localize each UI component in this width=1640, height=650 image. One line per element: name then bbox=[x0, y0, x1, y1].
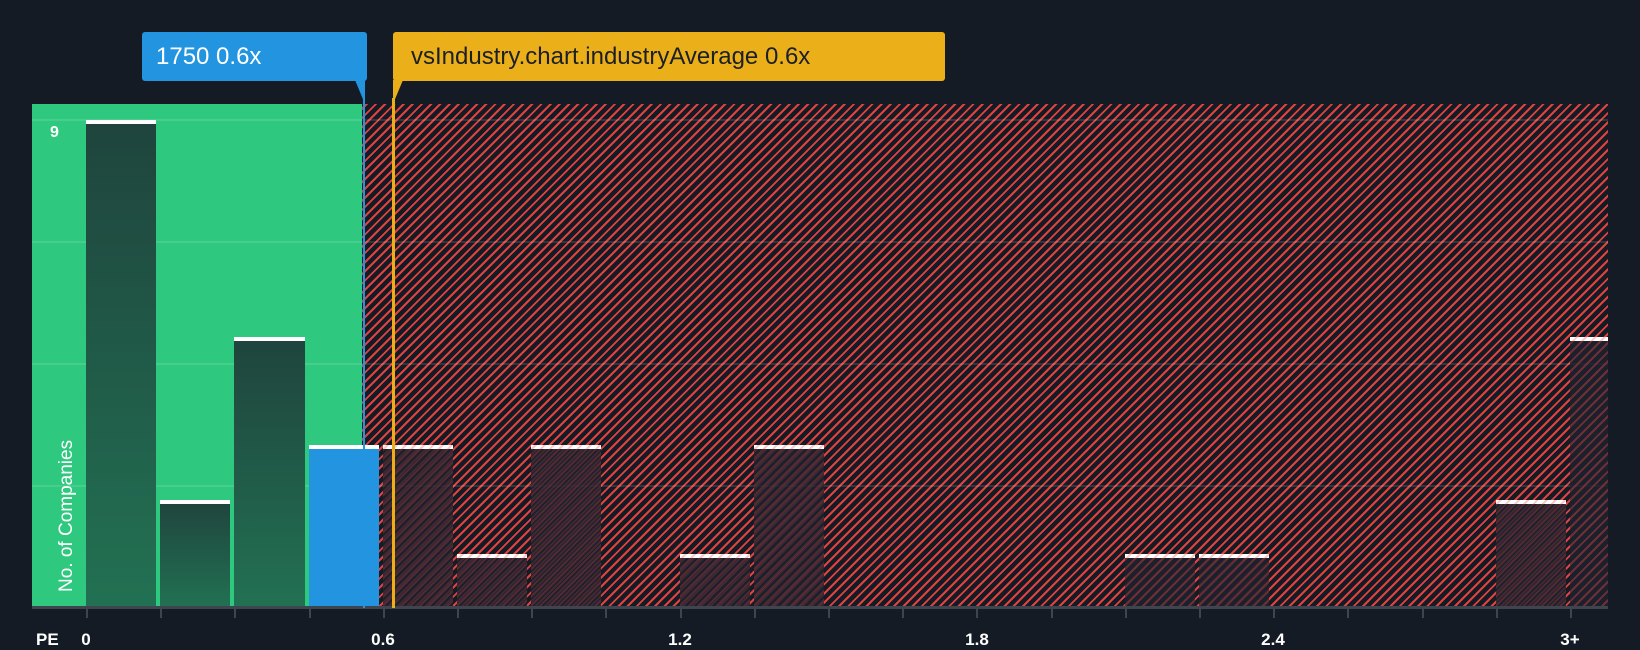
company-callout-pointer bbox=[355, 80, 365, 104]
x-axis-tick bbox=[753, 608, 756, 618]
chart-plot-area bbox=[32, 104, 1608, 608]
x-axis-tick bbox=[1570, 608, 1572, 618]
x-axis-tick bbox=[382, 608, 385, 618]
bar-cap bbox=[86, 120, 157, 125]
bar-cap bbox=[1570, 337, 1608, 341]
industry-average-line bbox=[392, 98, 395, 608]
x-axis-tick bbox=[605, 608, 608, 618]
x-tick-label: 0.6 bbox=[371, 630, 395, 649]
x-axis-tick bbox=[531, 608, 534, 618]
x-axis-tick bbox=[1124, 608, 1127, 618]
histogram-bar bbox=[86, 120, 157, 608]
histogram-bar bbox=[679, 553, 750, 608]
x-axis-tick bbox=[902, 608, 905, 618]
x-axis-tick bbox=[308, 608, 311, 618]
x-axis-tick bbox=[86, 608, 88, 618]
x-axis-tick bbox=[1273, 608, 1276, 618]
x-tick-label: 2.4 bbox=[1261, 630, 1285, 649]
histogram-bar bbox=[1124, 553, 1196, 608]
x-axis-tick bbox=[679, 608, 682, 618]
histogram-bar bbox=[160, 499, 231, 608]
x-axis-title: PE bbox=[36, 630, 59, 649]
bar-cap bbox=[234, 337, 305, 341]
x-axis-tick bbox=[1050, 608, 1053, 618]
x-axis-tick bbox=[1495, 608, 1498, 618]
histogram-bar bbox=[753, 445, 825, 608]
histogram-bar bbox=[457, 553, 528, 608]
bar-cap bbox=[1199, 553, 1270, 558]
bar-cap bbox=[679, 553, 750, 558]
gridline bbox=[32, 363, 1608, 365]
bar-cap bbox=[1495, 499, 1566, 504]
x-axis-tick bbox=[1421, 608, 1424, 618]
histogram-bar bbox=[308, 445, 379, 608]
histogram-bar bbox=[1570, 337, 1608, 608]
histogram-bar bbox=[1495, 499, 1567, 608]
bar-cap bbox=[457, 553, 528, 558]
x-axis-tick bbox=[160, 608, 163, 618]
company-marker-line bbox=[363, 98, 365, 608]
industry-average-callout: vsIndustry.chart.industryAverage 0.6x bbox=[393, 32, 945, 81]
x-axis-line bbox=[32, 606, 1608, 609]
gridline bbox=[32, 241, 1608, 243]
company-pe-callout: 1750 0.6x bbox=[142, 32, 367, 81]
x-axis-tick bbox=[1199, 608, 1201, 618]
x-axis-tick bbox=[976, 608, 979, 618]
industry-callout-pointer bbox=[393, 80, 403, 104]
x-tick-label: 1.8 bbox=[965, 630, 989, 649]
y-axis-max-label: 9 bbox=[50, 124, 59, 141]
x-axis-tick bbox=[828, 608, 830, 618]
histogram-bar bbox=[531, 445, 602, 608]
bar-cap bbox=[160, 499, 231, 504]
gridline bbox=[32, 119, 1608, 121]
bar-cap bbox=[1124, 553, 1195, 558]
x-axis-tick bbox=[1347, 608, 1350, 618]
bar-cap bbox=[531, 445, 602, 450]
bar-cap bbox=[753, 445, 824, 450]
x-axis-tick bbox=[457, 608, 459, 618]
histogram-bar bbox=[234, 337, 305, 608]
y-axis-title: No. of Companies bbox=[56, 439, 77, 592]
histogram-bar bbox=[1199, 553, 1270, 608]
x-axis-tick bbox=[234, 608, 237, 618]
x-tick-label: 3+ bbox=[1560, 630, 1580, 649]
x-tick-label: 1.2 bbox=[668, 630, 692, 649]
x-tick-label: 0 bbox=[81, 630, 91, 649]
bar-cap bbox=[308, 445, 379, 450]
